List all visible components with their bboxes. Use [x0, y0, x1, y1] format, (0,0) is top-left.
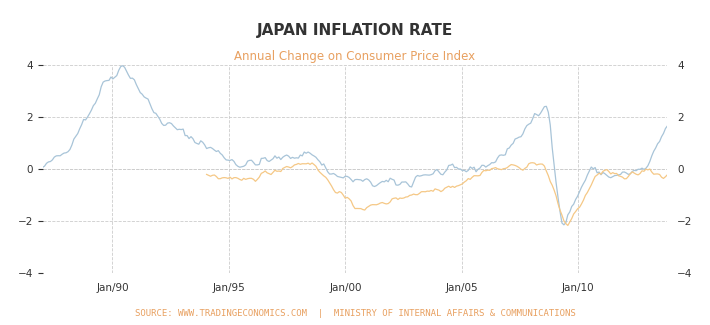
Text: Annual Change on Consumer Price Index: Annual Change on Consumer Price Index [234, 50, 476, 63]
Text: JAPAN INFLATION RATE: JAPAN INFLATION RATE [257, 23, 453, 38]
Text: SOURCE: WWW.TRADINGECONOMICS.COM  |  MINISTRY OF INTERNAL AFFAIRS & COMMUNICATIO: SOURCE: WWW.TRADINGECONOMICS.COM | MINIS… [135, 309, 575, 318]
